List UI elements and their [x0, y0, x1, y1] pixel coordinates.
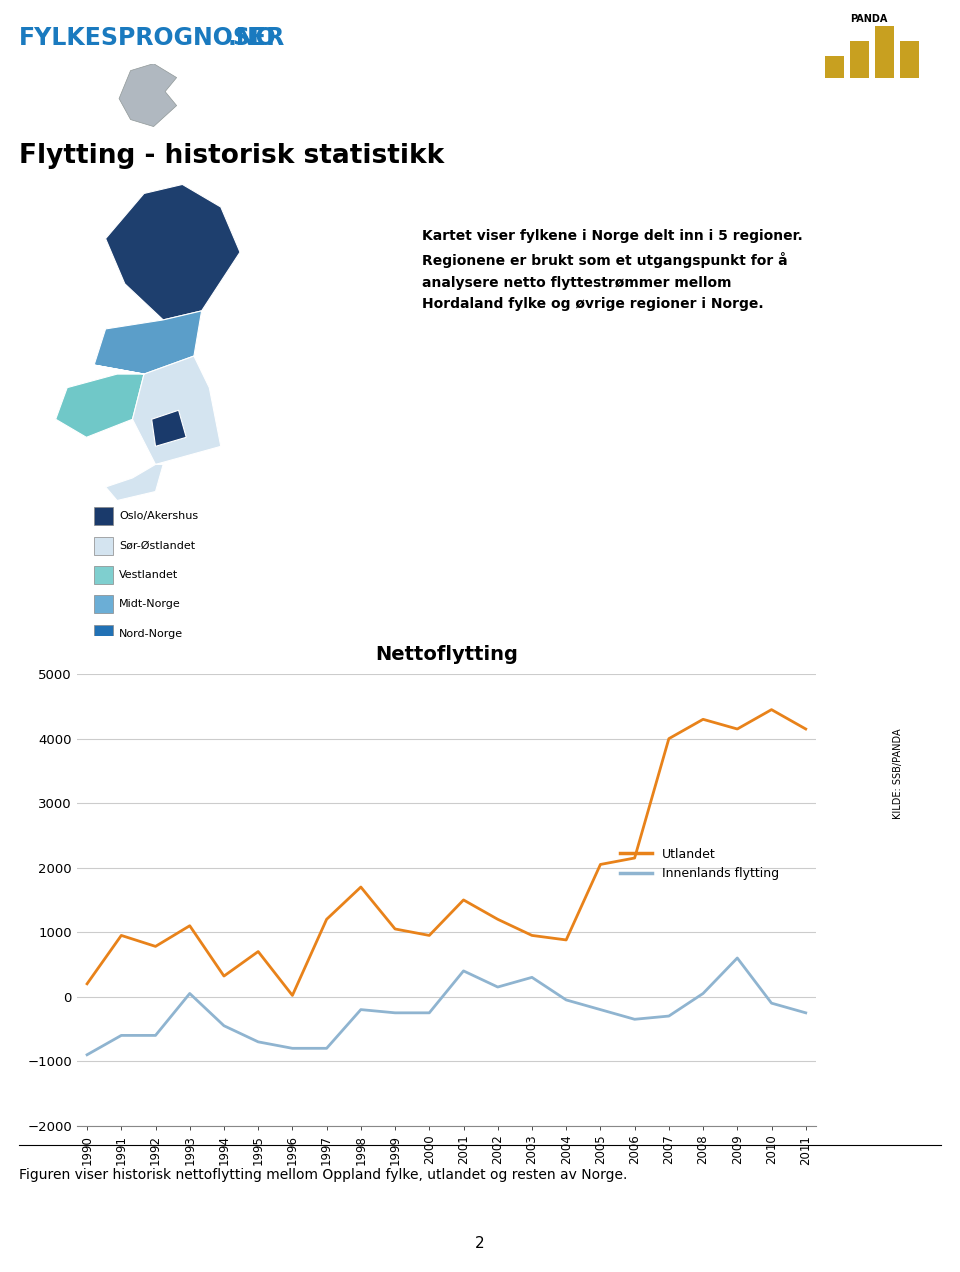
Text: .NO: .NO	[228, 27, 276, 50]
Polygon shape	[119, 64, 177, 126]
Legend: Utlandet, Innenlands flytting: Utlandet, Innenlands flytting	[615, 842, 783, 885]
Polygon shape	[106, 184, 240, 321]
Bar	[94, 508, 113, 525]
Text: KILDE: SSB/PANDA: KILDE: SSB/PANDA	[893, 729, 902, 819]
Bar	[94, 595, 113, 613]
Text: Kartet viser fylkene i Norge delt inn i 5 regioner.
Regionene er brukt som et ut: Kartet viser fylkene i Norge delt inn i …	[422, 229, 804, 312]
Polygon shape	[56, 374, 144, 438]
Polygon shape	[106, 464, 163, 500]
Polygon shape	[152, 410, 186, 446]
Text: Nord-Norge: Nord-Norge	[119, 628, 183, 639]
Bar	[900, 41, 919, 78]
Text: FYLKESPROGNOSER: FYLKESPROGNOSER	[19, 27, 285, 50]
Text: Sør-Østlandet: Sør-Østlandet	[119, 541, 195, 551]
Bar	[94, 566, 113, 584]
Bar	[876, 25, 894, 78]
Polygon shape	[94, 310, 202, 374]
Text: Flytting - historisk statistikk: Flytting - historisk statistikk	[19, 142, 444, 169]
Text: Figuren viser historisk nettoflytting mellom Oppland fylke, utlandet og resten a: Figuren viser historisk nettoflytting me…	[19, 1168, 628, 1182]
Bar	[851, 41, 869, 78]
Text: Midt-Norge: Midt-Norge	[119, 599, 180, 609]
Bar	[94, 625, 113, 642]
Polygon shape	[94, 356, 221, 464]
Bar	[94, 537, 113, 555]
Title: Nettoflytting: Nettoflytting	[375, 645, 517, 664]
Text: Oslo/Akershus: Oslo/Akershus	[119, 511, 198, 522]
Bar	[826, 56, 844, 78]
Text: PANDA: PANDA	[851, 14, 887, 24]
Text: Vestlandet: Vestlandet	[119, 570, 179, 580]
Text: 2: 2	[475, 1236, 485, 1250]
